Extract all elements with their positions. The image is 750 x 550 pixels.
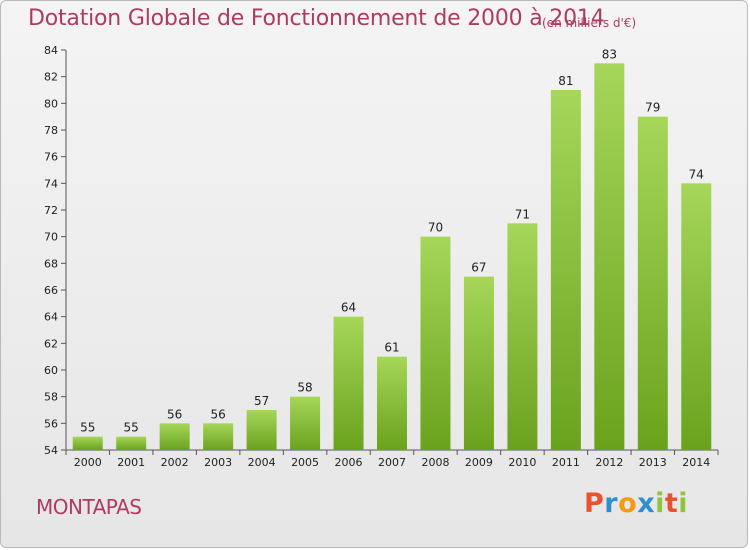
chart-subtitle: (en milliers d'€) [542,16,637,30]
x-tick-label: 2012 [595,456,623,469]
y-tick-label: 84 [44,44,58,57]
y-tick-label: 60 [44,364,58,377]
bars [72,63,712,451]
y-tick-label: 82 [44,71,58,84]
data-label-2004: 57 [254,394,269,408]
y-tick-label: 68 [44,257,58,270]
data-label-2012: 83 [602,47,617,61]
x-tick-label: 2008 [421,456,449,469]
x-tick-label: 2006 [335,456,363,469]
data-label-2001: 55 [124,421,139,435]
bar-2013 [637,116,668,451]
y-tick-label: 76 [44,151,58,164]
x-tick-label: 2013 [639,456,667,469]
logo-letter: P [584,488,605,519]
x-tick-label: 2005 [291,456,319,469]
x-tick-label: 2014 [682,456,710,469]
y-tick-label: 62 [44,337,58,350]
bar-2002 [159,423,190,450]
data-label-2006: 64 [341,301,356,315]
data-label-2011: 81 [558,74,573,88]
data-label-2009: 67 [471,261,486,275]
x-tick-label: 2000 [74,456,102,469]
logo-letter: r [604,488,619,519]
chart-title: Dotation Globale de Fonctionnement de 20… [28,6,605,31]
y-tick-label: 56 [44,417,58,430]
y-tick-label: 54 [44,444,58,457]
x-tick-label: 2004 [248,456,276,469]
data-label-2005: 58 [297,381,312,395]
x-tick-label: 2009 [465,456,493,469]
bar-2012 [594,63,625,450]
data-label-2014: 74 [689,167,704,181]
bar-2010 [507,223,538,450]
data-label-2010: 71 [515,207,530,221]
logo-letter: i [678,488,689,519]
proxiti-logo[interactable]: Proxiti [584,488,688,519]
y-tick-label: 72 [44,204,58,217]
x-tick-label: 2010 [508,456,536,469]
bar-2000 [72,436,103,450]
y-axis: 54 56 58 60 62 64 66 68 70 72 74 76 78 80 82 84 [44,44,67,457]
data-label-2013: 79 [645,101,660,115]
data-label-2002: 56 [167,407,182,421]
logo-letter: x [637,488,656,519]
data-label-2000: 55 [80,421,95,435]
x-tick-label: 2001 [117,456,145,469]
bar-2014 [681,183,712,451]
bar-2003 [203,423,234,450]
bar-2004 [246,410,277,450]
x-axis: 2000 2001 2002 2003 2004 2005 2006 2007 2008 2009… [65,449,719,469]
data-labels: 55 55 56 56 57 58 64 61 70 67 71 81 83 79 74 [80,47,704,434]
y-tick-label: 64 [44,311,58,324]
logo-letter: i [655,488,665,519]
x-tick-label: 2011 [552,456,580,469]
y-tick-label: 58 [44,391,58,404]
bar-2009 [463,276,494,450]
x-tick-label: 2007 [378,456,406,469]
x-tick-label: 2003 [204,456,232,469]
bar-2005 [290,396,321,450]
logo-letter: t [664,488,679,519]
bar-2008 [420,236,451,450]
logo-letter: o [618,488,638,519]
bar-2006 [333,316,364,450]
data-label-2008: 70 [428,221,443,235]
y-tick-label: 80 [44,97,58,110]
bar-2007 [377,356,407,450]
y-tick-label: 74 [44,177,58,190]
bar-2011 [550,90,581,450]
commune-name: MONTAPAS [36,495,142,519]
bar-2001 [116,436,147,450]
y-tick-label: 70 [44,231,58,244]
x-tick-label: 2002 [161,456,189,469]
y-tick-label: 66 [44,284,58,297]
data-label-2007: 61 [384,341,399,355]
y-tick-label: 78 [44,124,58,137]
data-label-2003: 56 [210,407,225,421]
